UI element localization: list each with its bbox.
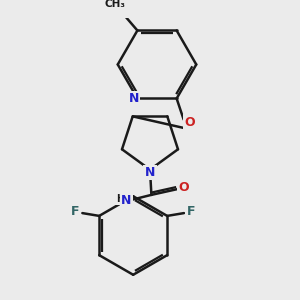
Text: O: O xyxy=(184,116,195,129)
Text: F: F xyxy=(187,205,195,218)
Text: N: N xyxy=(121,194,131,207)
Text: N: N xyxy=(145,166,155,179)
Text: O: O xyxy=(178,182,189,194)
Text: F: F xyxy=(71,205,80,218)
Text: CH₃: CH₃ xyxy=(104,0,125,9)
Text: H: H xyxy=(116,194,124,204)
Text: N: N xyxy=(129,92,139,105)
